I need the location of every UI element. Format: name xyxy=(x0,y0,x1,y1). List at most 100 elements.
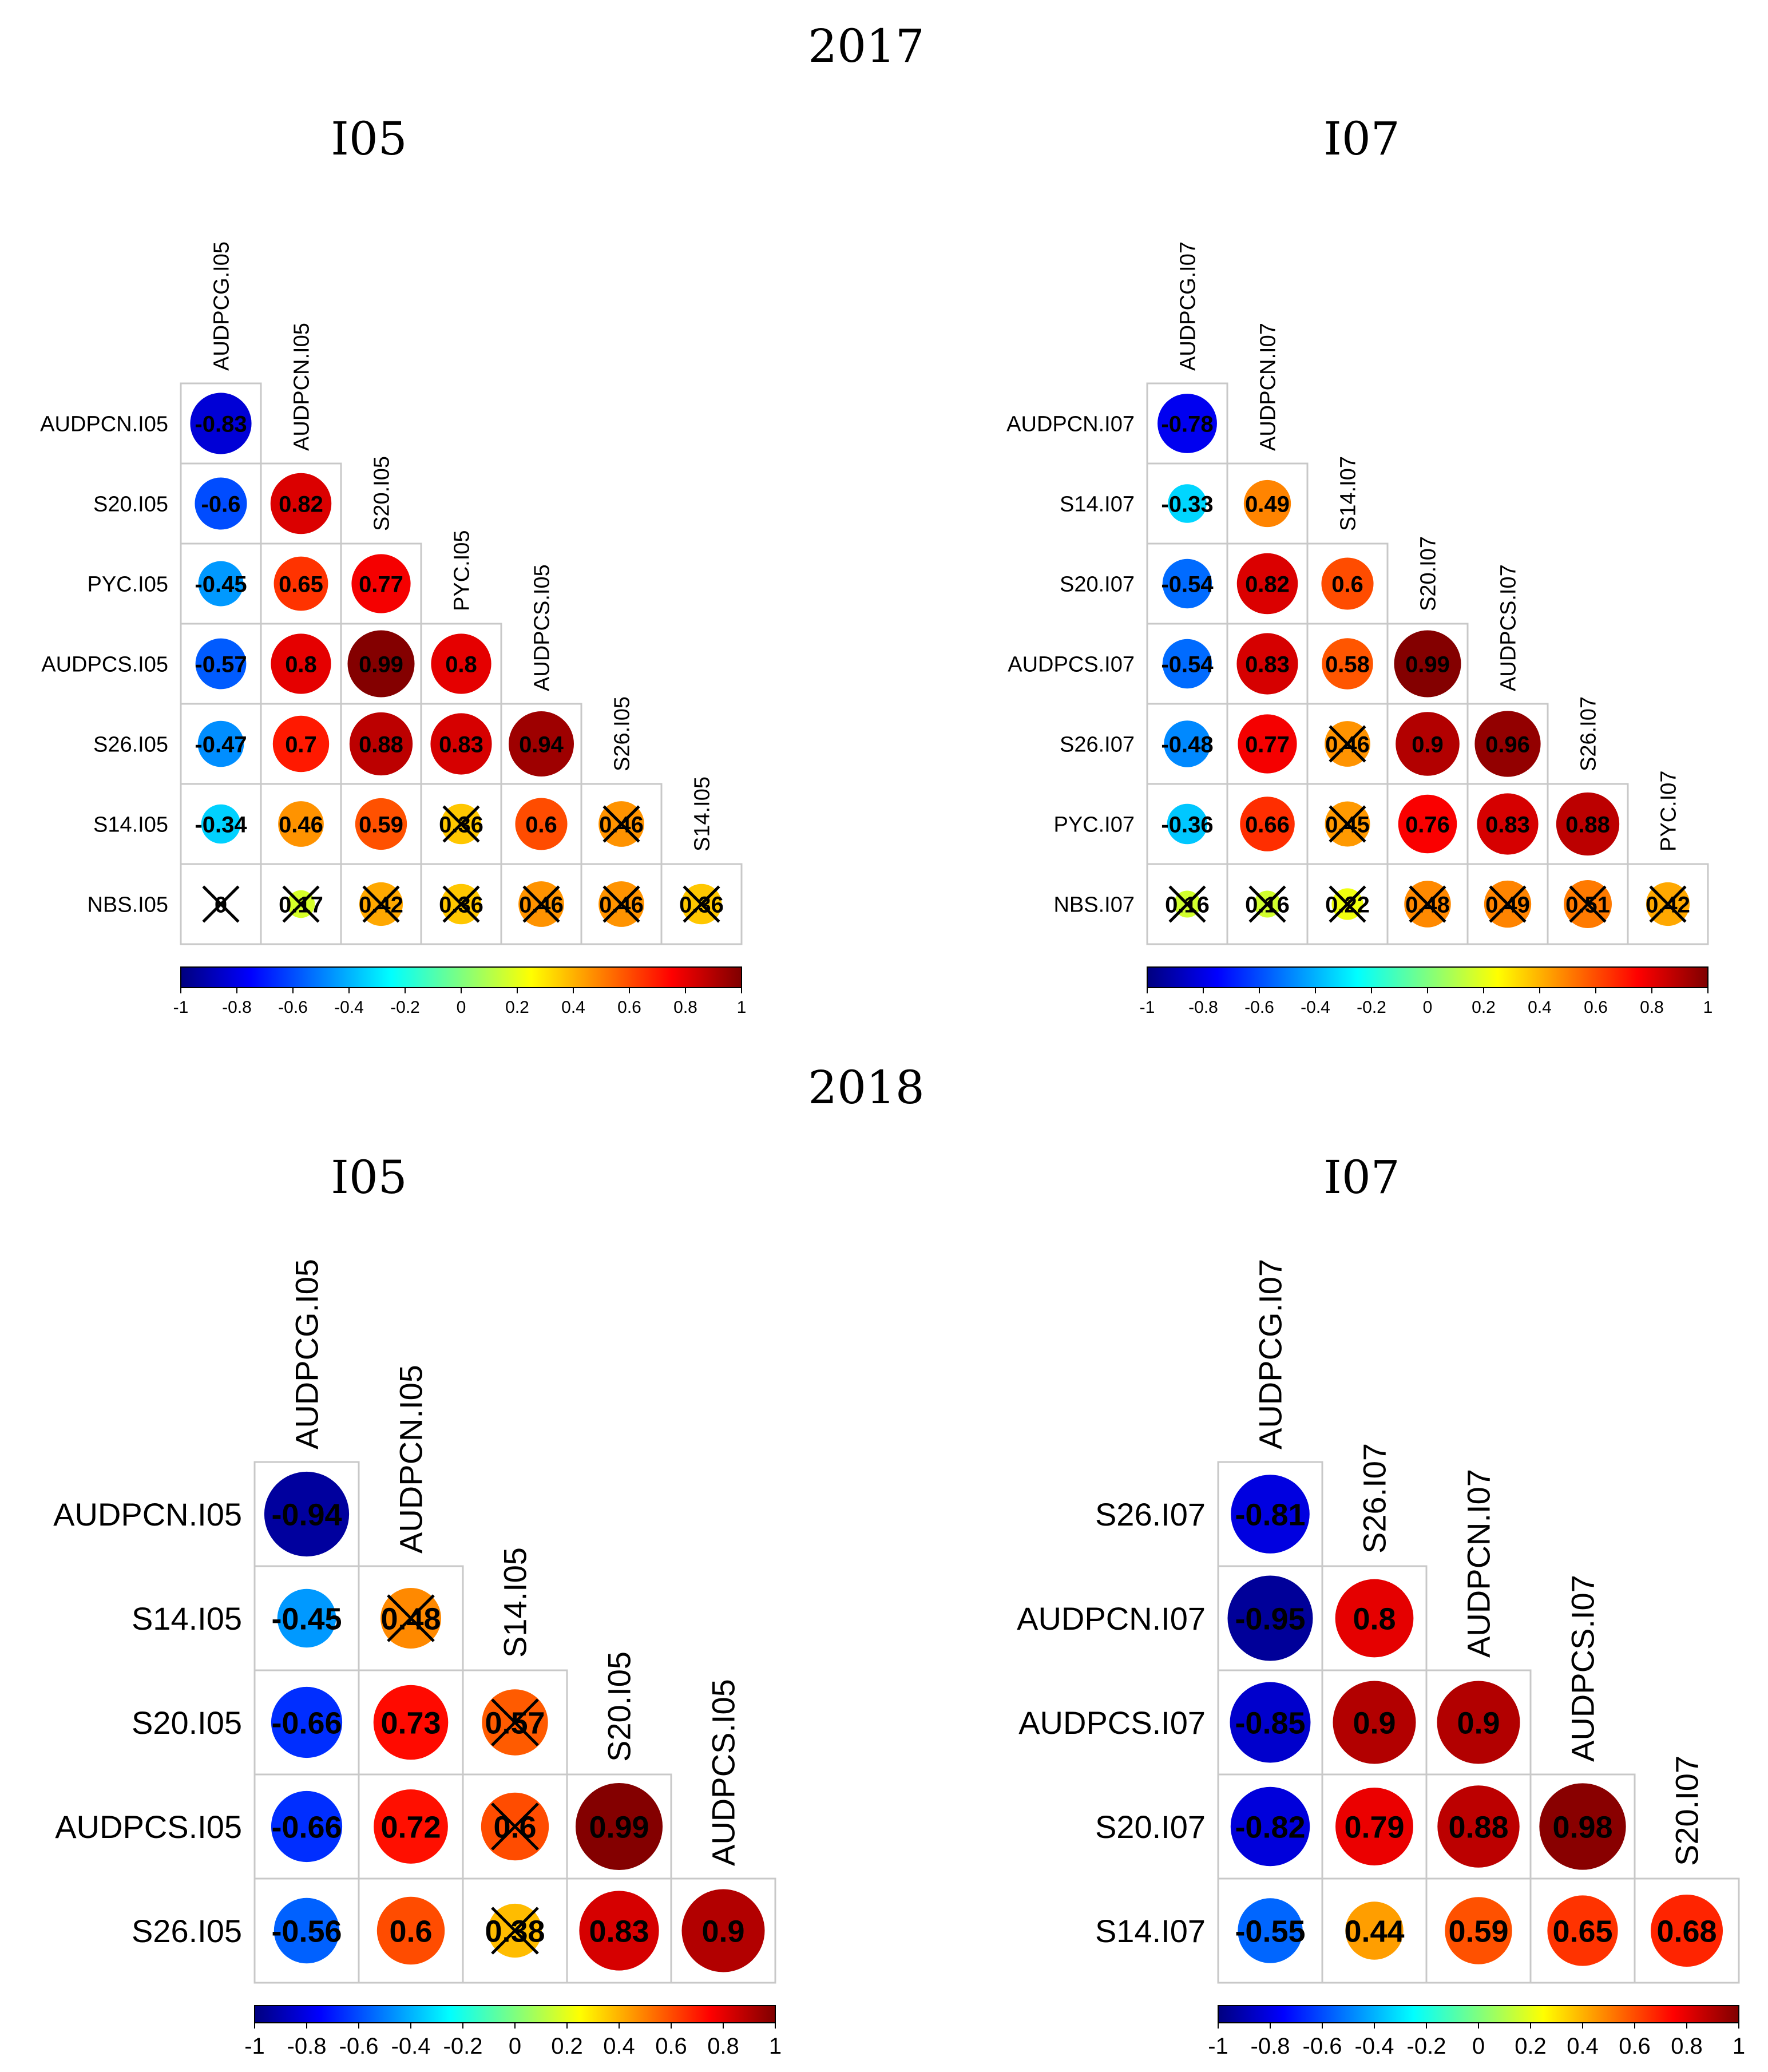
correlation-value: 0.44 xyxy=(1344,1914,1404,1948)
nonsignificant-cross xyxy=(602,805,640,843)
correlation-circle xyxy=(373,1685,449,1760)
correlation-value: 0.83 xyxy=(589,1914,649,1948)
row-label: S14.I05 xyxy=(93,813,168,837)
correlation-value: 0.99 xyxy=(589,1810,649,1844)
nonsignificant-cross xyxy=(1329,805,1366,843)
correlation-value: -0.45 xyxy=(195,572,247,597)
correlation-value: -0.78 xyxy=(1161,411,1213,437)
correlation-circle xyxy=(1345,1901,1404,1960)
correlation-value: 0.7 xyxy=(285,732,317,757)
correlation-value: 0.8 xyxy=(445,652,477,677)
correlation-value: 0.9 xyxy=(1412,732,1444,757)
nonsignificant-cross xyxy=(491,1907,539,1955)
colorbar-tick-label: -0.6 xyxy=(1244,998,1274,1017)
colorbar-tick-label: -0.8 xyxy=(1251,2034,1290,2059)
correlation-value: 0.82 xyxy=(1245,572,1290,597)
panel-title: I07 xyxy=(1323,1151,1400,1204)
column-label: AUDPCS.I05 xyxy=(530,564,554,691)
correlation-value: -0.57 xyxy=(195,652,247,677)
correlogram-2017-I07: I07 AUDPCN.I07 -0.78 S14.I07 -0.33 0.49 S20.I0… xyxy=(1006,112,1712,1017)
correlation-value: -0.47 xyxy=(195,732,247,757)
correlation-value: -0.55 xyxy=(1235,1914,1305,1948)
colorbar-tick-label: 0 xyxy=(509,2034,521,2059)
row-label: AUDPCS.I05 xyxy=(41,653,168,677)
correlation-value: 0.9 xyxy=(1457,1706,1500,1740)
colorbar-tick-label: -0.4 xyxy=(391,2034,431,2059)
row-label: S14.I05 xyxy=(132,1600,242,1637)
correlation-circle xyxy=(1445,1897,1512,1964)
column-label: S14.I05 xyxy=(690,776,714,851)
nonsignificant-cross xyxy=(491,1802,539,1851)
correlation-circle xyxy=(264,1471,350,1557)
correlation-value: 0.6 xyxy=(1331,572,1363,597)
correlation-value: 0.73 xyxy=(380,1706,441,1740)
correlation-value: 0.65 xyxy=(279,572,323,597)
panel-title: I05 xyxy=(331,1151,407,1204)
nonsignificant-cross xyxy=(442,805,480,843)
correlation-value: 0.77 xyxy=(359,572,403,597)
correlation-circle xyxy=(1437,1681,1520,1764)
colorbar xyxy=(1218,2005,1739,2023)
grid-cell xyxy=(670,1877,776,1984)
row-label: S20.I07 xyxy=(1095,1809,1206,1845)
correlation-value: 0.6 xyxy=(525,812,557,837)
row-label: NBS.I05 xyxy=(87,893,168,917)
nonsignificant-cross xyxy=(202,885,240,923)
colorbar-tick-label: -0.4 xyxy=(1301,998,1330,1017)
colorbar-tick-label: 0.2 xyxy=(1515,2034,1547,2059)
colorbar xyxy=(180,966,742,988)
correlation-circle xyxy=(201,804,241,844)
correlation-circle xyxy=(195,477,247,530)
colorbar-tick-label: -1 xyxy=(1208,2034,1228,2059)
correlation-value: 0.9 xyxy=(701,1914,744,1948)
correlation-circle xyxy=(271,1790,343,1863)
colorbar-tick-label: 0.2 xyxy=(1472,998,1496,1017)
correlation-value: -0.6 xyxy=(201,492,241,517)
correlation-circle xyxy=(1398,794,1457,854)
correlation-circle xyxy=(1162,558,1212,609)
correlation-circle xyxy=(270,473,332,534)
row-label: S26.I07 xyxy=(1095,1496,1206,1532)
colorbar-tick-label: 0.8 xyxy=(707,2034,739,2059)
colorbar-tick-label: 0 xyxy=(1423,998,1433,1017)
colorbar-tick-label: 0.6 xyxy=(1584,998,1608,1017)
correlation-value: 0.8 xyxy=(1353,1602,1396,1636)
correlation-value: 0.58 xyxy=(1325,652,1370,677)
correlation-circle xyxy=(376,1896,445,1965)
correlation-value: 0.72 xyxy=(380,1810,441,1844)
correlation-value: -0.94 xyxy=(271,1497,342,1532)
row-label: S20.I05 xyxy=(93,493,168,517)
colorbar-tick-label: 1 xyxy=(1733,2034,1745,2059)
correlation-value: 0.99 xyxy=(1405,652,1450,677)
correlation-value: -0.95 xyxy=(1235,1602,1305,1636)
row-label: S26.I05 xyxy=(93,733,168,757)
row-label: AUDPCN.I07 xyxy=(1017,1600,1206,1637)
correlation-value: -0.33 xyxy=(1161,492,1213,517)
correlation-circle xyxy=(273,1897,340,1964)
correlation-value: -0.66 xyxy=(271,1706,342,1740)
nonsignificant-cross xyxy=(1248,885,1286,923)
correlation-value: 0.99 xyxy=(359,652,403,677)
column-label: PYC.I05 xyxy=(450,530,474,611)
correlogram-2018-I05: I05AUDPCN.I05-0.94S14.I05-0.450.48S20.I0… xyxy=(53,1151,782,2059)
correlation-circle xyxy=(1335,1579,1414,1658)
panel-title: I05 xyxy=(331,112,407,165)
correlation-circle xyxy=(1240,797,1295,851)
row-label: S14.I07 xyxy=(1095,1913,1206,1949)
correlation-circle xyxy=(1238,714,1297,774)
colorbar-tick-label: 1 xyxy=(1703,998,1713,1017)
correlation-circle xyxy=(1539,1783,1626,1870)
colorbar-tick-label: 0.4 xyxy=(1528,998,1552,1017)
correlation-circle xyxy=(681,1889,765,1972)
colorbar-tick-label: -0.4 xyxy=(1355,2034,1394,2059)
correlation-value: -0.81 xyxy=(1235,1497,1305,1532)
correlation-value: 0.98 xyxy=(1552,1810,1612,1844)
correlation-value: -0.34 xyxy=(195,812,247,837)
correlation-circle xyxy=(272,715,330,772)
correlation-circle xyxy=(1547,1895,1618,1966)
correlation-circle xyxy=(1477,793,1539,855)
correlation-circle xyxy=(195,638,247,690)
colorbar-tick-label: 0.4 xyxy=(603,2034,635,2059)
correlation-value: -0.36 xyxy=(1161,812,1213,837)
